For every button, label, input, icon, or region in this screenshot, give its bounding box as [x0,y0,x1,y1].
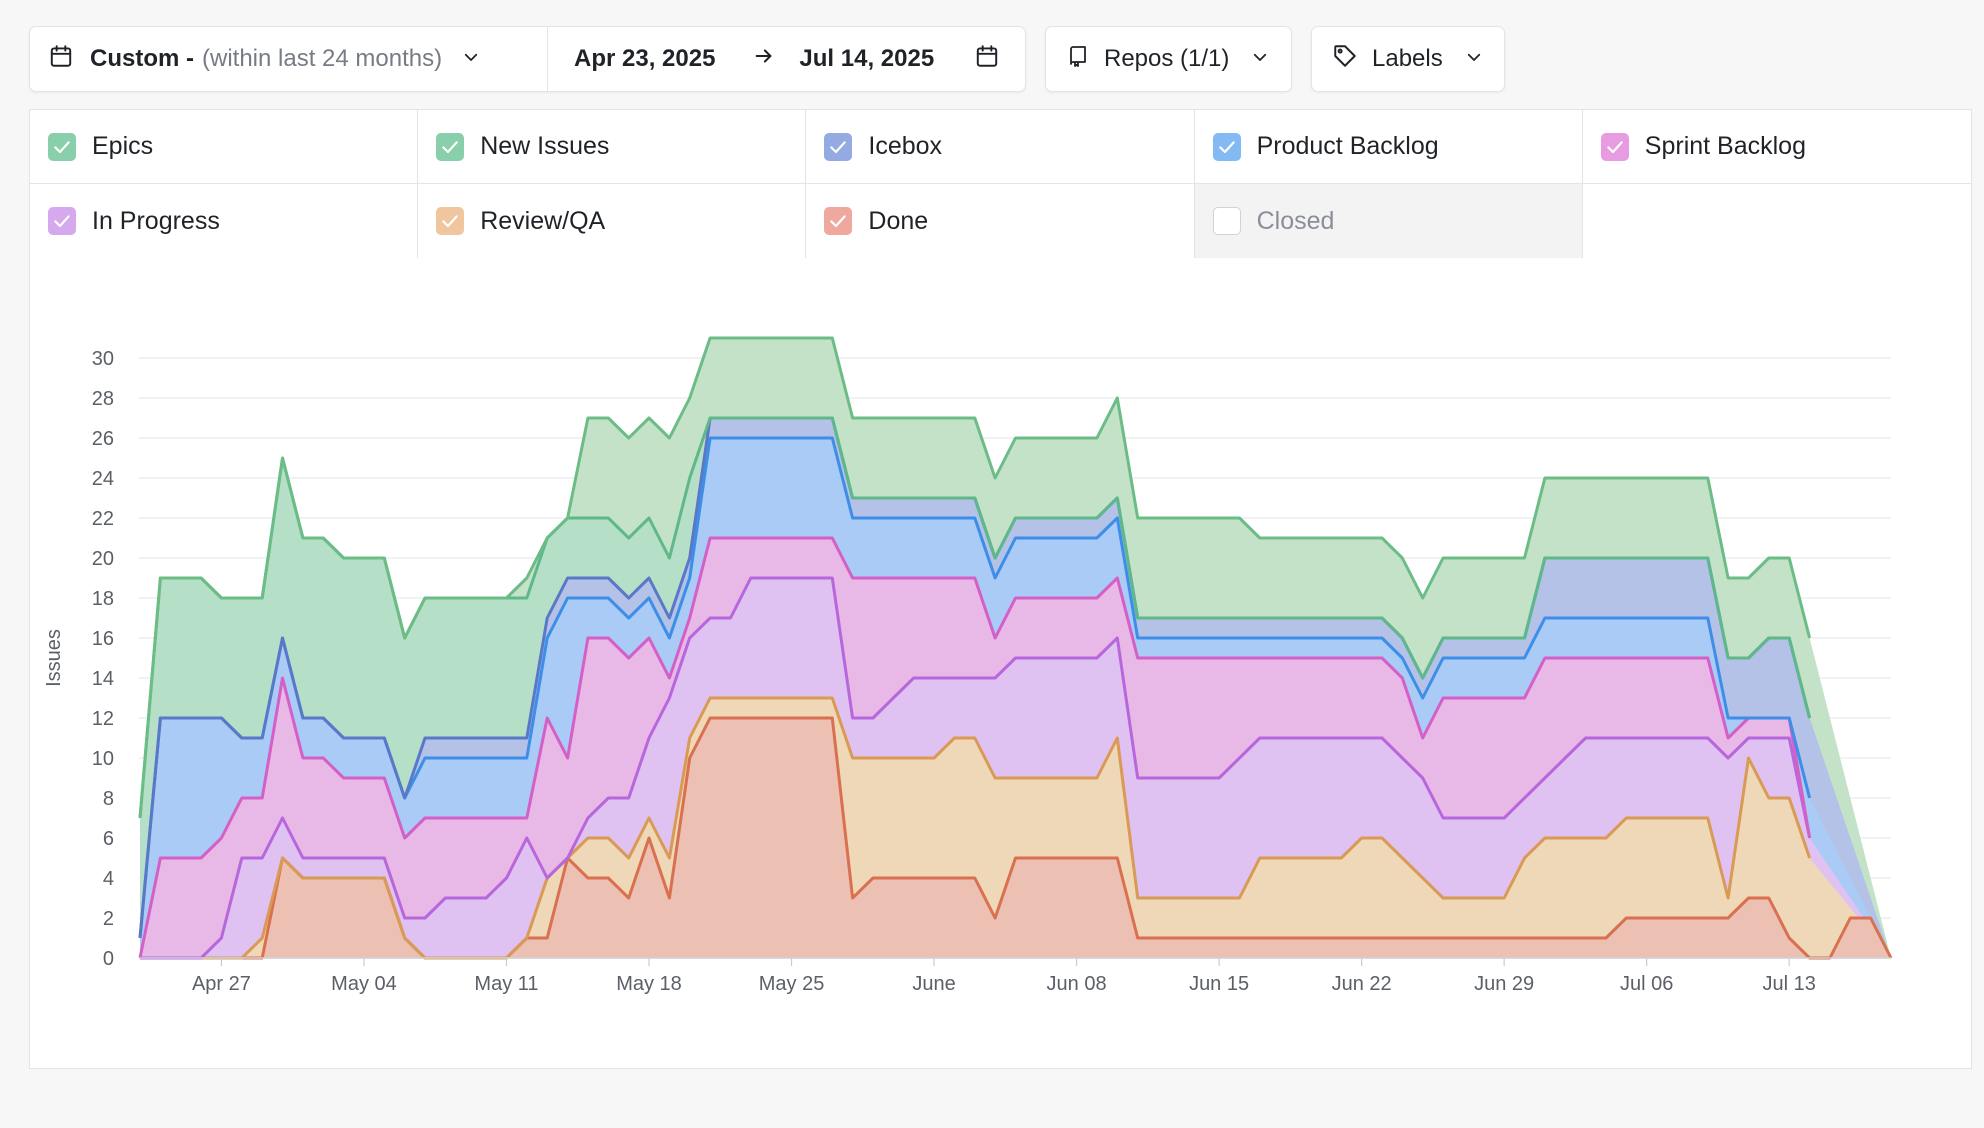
legend-item-new-issues[interactable]: New Issues [418,110,807,184]
legend-item-product-backlog[interactable]: Product Backlog [1194,110,1583,184]
calendar-icon [48,43,74,76]
x-tick-label: Jul 13 [1763,973,1816,995]
check-icon [54,215,70,228]
x-tick-label: Jun 29 [1474,973,1534,995]
y-tick-label: 18 [92,588,114,610]
y-tick-label: 24 [92,468,114,490]
labels-dropdown[interactable]: Labels [1311,26,1505,92]
legend-label: New Issues [480,132,610,160]
legend-item-review-qa[interactable]: Review/QA [418,184,807,258]
chevron-down-icon [1251,45,1269,73]
y-tick-label: 14 [92,668,114,690]
legend-label: Closed [1256,206,1335,235]
checkbox[interactable] [824,207,853,235]
check-icon [830,215,847,228]
series-line-product-backlog [138,436,1812,939]
check-icon [54,140,70,153]
legend-item-epics[interactable]: Epics [30,110,419,184]
y-tick-label: 8 [103,788,114,810]
repos-dropdown[interactable]: Repos (1/1) [1045,26,1292,92]
y-tick-label: 22 [92,508,114,530]
series-line-sprint-backlog [138,536,1812,959]
legend-label: Sprint Backlog [1644,132,1806,160]
date-preset-sublabel: (within last 24 months) [202,45,443,72]
x-tick-label: June [912,973,955,995]
x-tick-label: Apr 27 [192,973,251,995]
legend-item-done[interactable]: Done [806,184,1195,258]
y-axis-label: Issues [43,629,65,687]
y-tick-label: 26 [92,428,114,450]
x-tick-label: Jun 08 [1047,973,1107,995]
check-icon [830,140,847,153]
series-legend: Epics New Issues Icebox Product Backlog Spri… [29,109,1972,259]
check-icon [1218,140,1235,153]
checkbox[interactable] [1212,207,1241,235]
check-icon [442,140,458,153]
repos-label: Repos (1/1) [1104,45,1230,72]
y-tick-label: 20 [92,548,114,570]
series-line-in-progress [140,576,1812,960]
legend-label: Review/QA [480,206,606,235]
legend-item-sprint-backlog[interactable]: Sprint Backlog [1582,110,1971,184]
legend-label: Product Backlog [1256,132,1439,160]
tag-icon [1332,43,1358,76]
repo-icon [1066,43,1090,76]
legend-item-in-progress[interactable]: In Progress [30,184,419,258]
x-tick-label: May 25 [759,973,825,995]
date-range-control: Custom - (within last 24 months) Apr 23,… [29,26,1026,92]
start-date-field[interactable]: Apr 23, 2025 [574,45,716,72]
checkbox[interactable] [1600,132,1629,161]
labels-label: Labels [1372,45,1443,72]
arrow-right-icon [753,45,775,74]
calendar-picker-icon[interactable] [974,43,1000,76]
legend-empty-cell [1583,184,1971,258]
legend-label: Done [868,206,929,235]
y-tick-label: 2 [103,908,114,930]
legend-label: Icebox [868,132,943,160]
chevron-down-icon [1465,45,1483,73]
y-tick-label: 12 [92,708,114,730]
x-tick-label: Jul 06 [1620,973,1673,995]
y-tick-label: 10 [92,748,114,770]
checkbox[interactable] [1212,132,1241,161]
legend-item-icebox[interactable]: Icebox [806,110,1195,184]
legend-label: Epics [92,132,154,160]
checkbox[interactable] [48,132,76,161]
checkbox[interactable] [48,207,76,235]
checkbox[interactable] [436,207,465,235]
y-tick-label: 28 [92,388,114,410]
x-tick-label: May 18 [616,973,682,995]
y-tick-label: 30 [92,348,114,370]
area-done [140,718,1891,958]
x-tick-label: May 04 [331,973,397,995]
series-line-epics [138,336,1812,819]
date-range-inputs: Apr 23, 2025 Jul 14, 2025 [548,27,1025,91]
x-tick-label: Jun 22 [1332,973,1392,995]
y-tick-label: 16 [92,628,114,650]
y-tick-label: 4 [103,868,114,890]
legend-label: In Progress [92,206,220,235]
chart-panel: 0 2 4 6 8 10 12 14 16 18 20 22 24 26 28 30 Issues Apr 27 M… [29,258,1972,1069]
check-icon [442,215,458,228]
date-preset-label: Custom - [90,45,194,72]
end-date-field[interactable]: Jul 14, 2025 [799,45,935,72]
series-line-review-qa [140,696,1812,960]
legend-item-closed[interactable]: Closed [1194,184,1583,258]
chevron-down-icon [462,45,480,73]
y-tick-label: 6 [103,828,114,850]
date-preset-dropdown[interactable]: Custom - (within last 24 months) [30,27,548,91]
x-tick-label: May 11 [474,973,538,995]
y-tick-label: 0 [103,948,114,970]
x-tick-label: Jun 15 [1189,973,1249,995]
check-icon [1607,140,1623,153]
checkbox[interactable] [436,132,465,161]
checkbox[interactable] [824,132,853,161]
